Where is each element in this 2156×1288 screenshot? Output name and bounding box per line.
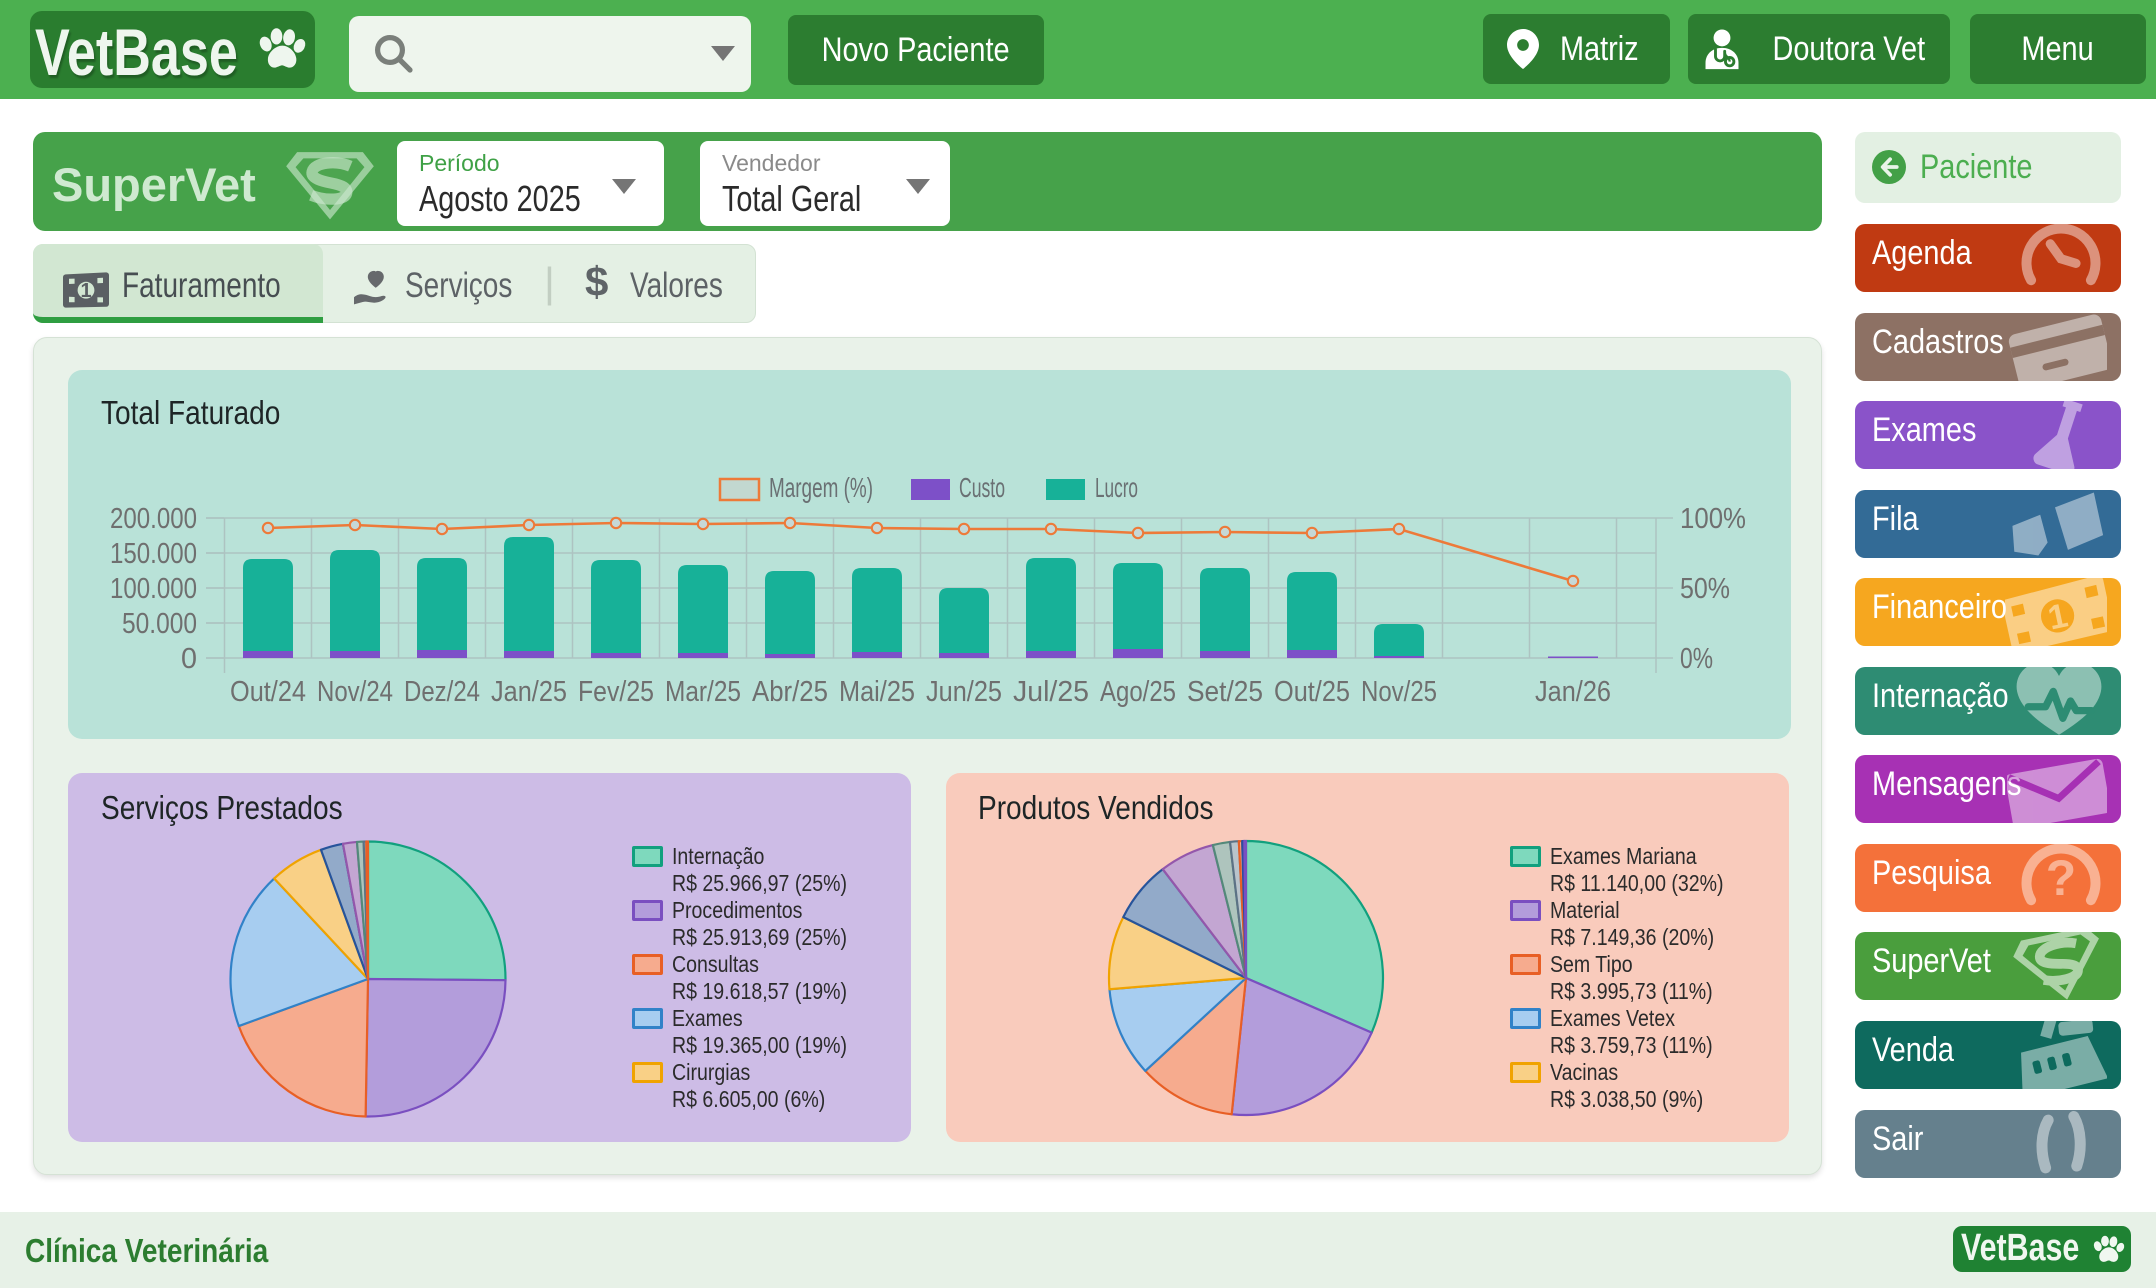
svg-text:Ago/25: Ago/25 (1100, 676, 1176, 708)
svg-text:Jan/26: Jan/26 (1535, 676, 1611, 708)
svg-text:200.000: 200.000 (110, 503, 197, 535)
svg-text:Out/24: Out/24 (230, 676, 306, 708)
svg-text:Abr/25: Abr/25 (752, 676, 828, 708)
svg-text:100%: 100% (1680, 503, 1746, 535)
svg-text:Set/25: Set/25 (1187, 676, 1263, 708)
svg-text:?: ? (2046, 850, 2076, 906)
svg-text:Custo: Custo (959, 472, 1005, 503)
svg-text:100.000: 100.000 (110, 573, 197, 605)
svg-text:50.000: 50.000 (122, 608, 197, 640)
svg-text:0%: 0% (1680, 643, 1713, 675)
svg-text:50%: 50% (1680, 573, 1730, 605)
svg-text:150.000: 150.000 (110, 538, 197, 570)
svg-text:Mar/25: Mar/25 (665, 676, 741, 708)
svg-text:Fev/25: Fev/25 (578, 676, 654, 708)
svg-text:Mai/25: Mai/25 (839, 676, 915, 708)
svg-text:Nov/25: Nov/25 (1361, 676, 1437, 708)
svg-text:Jun/25: Jun/25 (926, 676, 1002, 708)
svg-text:Dez/24: Dez/24 (404, 676, 480, 708)
svg-text:Jul/25: Jul/25 (1013, 676, 1089, 708)
svg-text:1: 1 (80, 280, 91, 302)
svg-text:Out/25: Out/25 (1274, 676, 1350, 708)
svg-text:Lucro: Lucro (1095, 472, 1138, 503)
svg-text:Nov/24: Nov/24 (317, 676, 393, 708)
svg-text:0: 0 (181, 643, 197, 675)
svg-text:Margem (%): Margem (%) (769, 472, 873, 503)
svg-text:Jan/25: Jan/25 (491, 676, 567, 708)
